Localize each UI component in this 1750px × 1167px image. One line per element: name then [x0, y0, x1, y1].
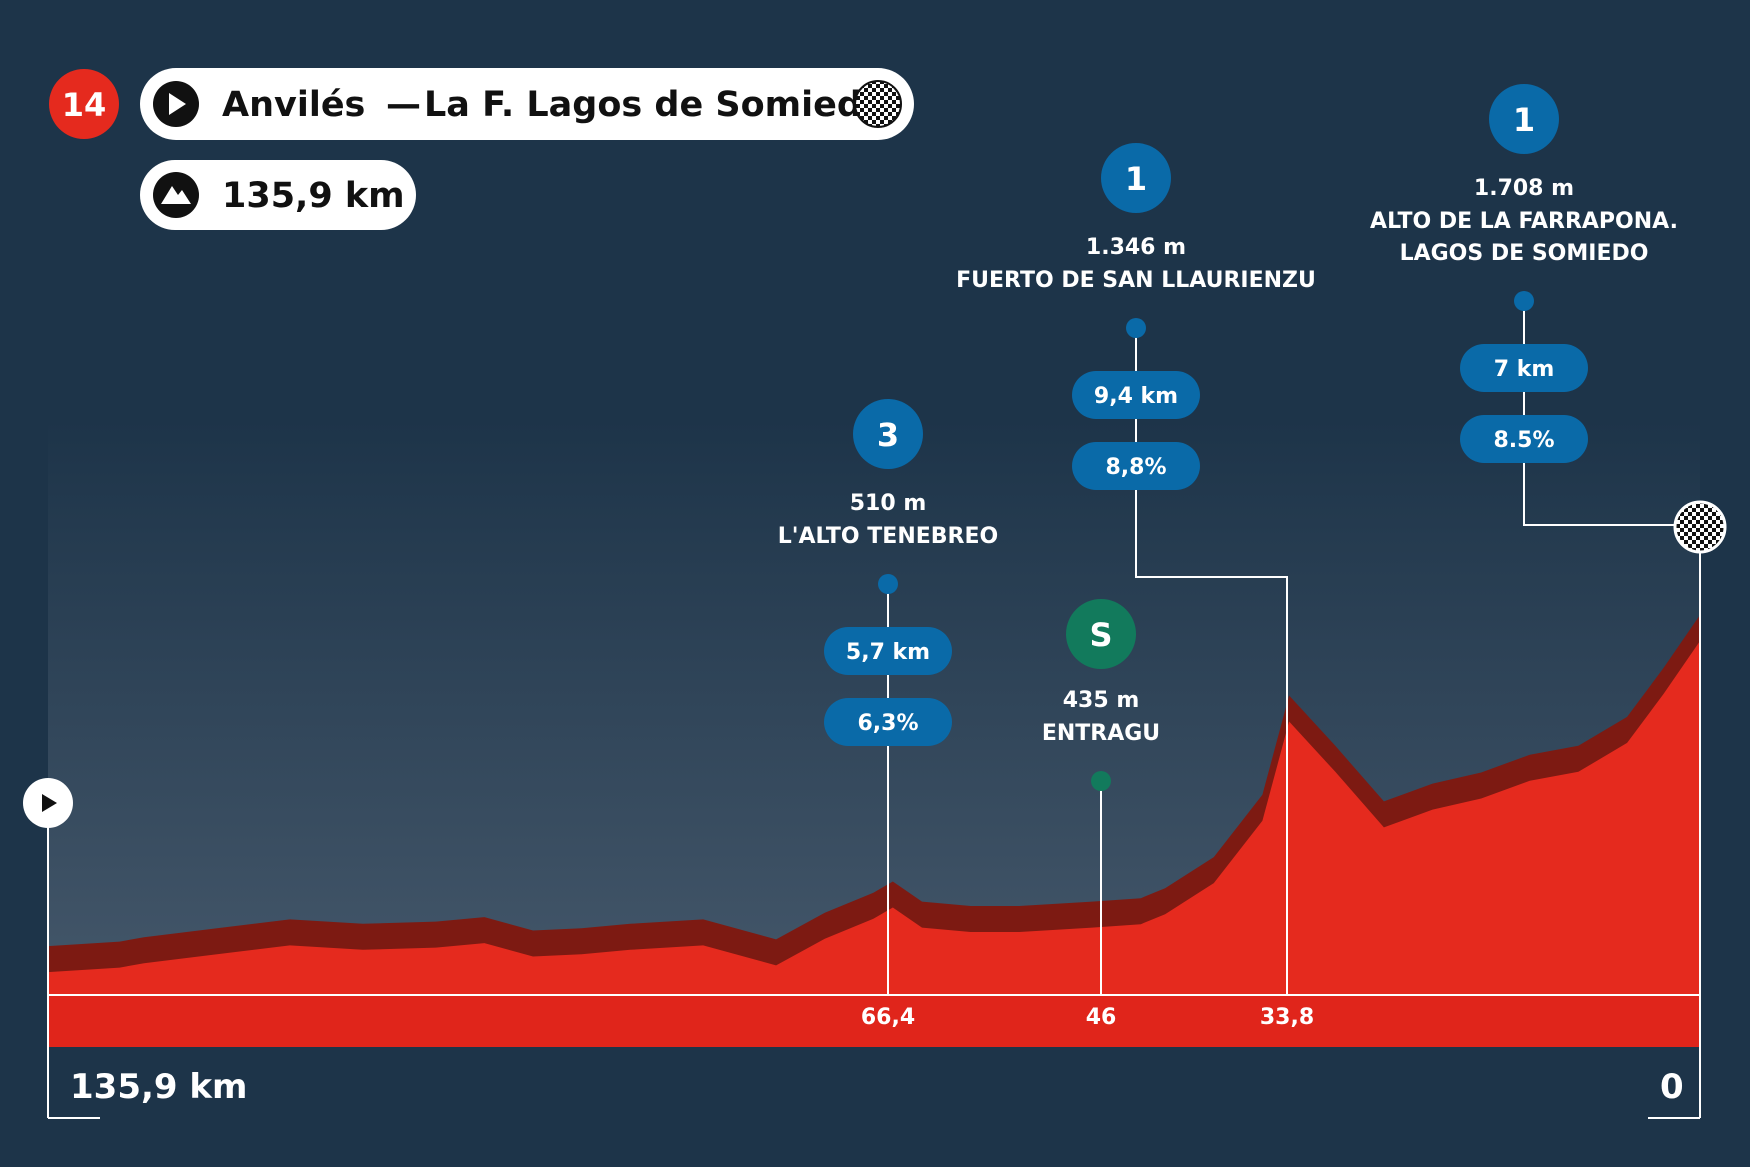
sprint-dot — [1091, 771, 1111, 791]
climb-gradient-pill — [824, 698, 952, 746]
climb-km-label: 33,8 — [1260, 1005, 1314, 1030]
finish-marker — [1673, 500, 1727, 554]
distance-band — [48, 995, 1700, 1047]
climb-km-label: 66,4 — [861, 1005, 915, 1030]
route-separator: — — [386, 85, 421, 125]
climb-marker-alto-tenebreo: 3 510 m L'ALTO TENEBREO 5,7 km 6,3% 66,4 — [778, 399, 998, 1030]
climb-name: L'ALTO TENEBREO — [778, 524, 998, 549]
sprint-name: ENTRAGU — [1042, 721, 1160, 746]
checkered-flag-icon — [1673, 500, 1727, 554]
mountain-icon — [153, 172, 199, 218]
climb-marker-farrapona: 1 1.708 m ALTO DE LA FARRAPONA. LAGOS DE… — [1370, 84, 1678, 526]
category-number: 1 — [1513, 101, 1535, 139]
climb-summit-dot — [1514, 291, 1534, 311]
sprint-km-label: 46 — [1086, 1005, 1117, 1030]
climb-name-line2: LAGOS DE SOMIEDO — [1400, 241, 1649, 266]
climb-length-pill — [824, 627, 952, 675]
distance-pill — [140, 160, 416, 230]
climb-gradient: 8.5% — [1493, 428, 1554, 453]
climb-marker-san-llaurienzu: 1 1.346 m FUERTO DE SAN LLAURIENZU 9,4 k… — [956, 143, 1316, 1030]
route-pill — [140, 68, 914, 140]
climb-length: 7 km — [1494, 357, 1555, 382]
start-marker — [23, 778, 73, 828]
sprint-marker-entragu: S 435 m ENTRAGU 46 — [1042, 599, 1160, 1030]
total-distance: 135,9 km — [222, 176, 405, 216]
climb-summit-dot — [1126, 318, 1146, 338]
stage-number: 14 — [62, 86, 107, 124]
climb-gradient-pill — [1072, 442, 1200, 490]
climb-length: 5,7 km — [846, 640, 930, 665]
sprint-category: S — [1089, 616, 1112, 654]
axis-start-label: 135,9 km — [70, 1067, 247, 1107]
climb-elevation: 510 m — [850, 491, 927, 516]
climb-name: ALTO DE LA FARRAPONA. — [1370, 209, 1678, 234]
climb-elevation: 1.708 m — [1474, 176, 1574, 201]
climb-gradient: 6,3% — [857, 711, 918, 736]
axis-end-label: 0 — [1660, 1067, 1684, 1107]
sprint-badge — [1066, 599, 1136, 669]
category-badge — [1489, 84, 1559, 154]
route-finish: La F. Lagos de Somiedo — [424, 85, 886, 125]
category-number: 1 — [1125, 160, 1147, 198]
climb-gradient-pill — [1460, 415, 1588, 463]
climb-summit-dot — [878, 574, 898, 594]
category-badge — [1101, 143, 1171, 213]
play-icon — [153, 81, 199, 127]
header: 14 Anvilés — La F. Lagos de Somiedo 135,… — [49, 68, 914, 230]
sprint-elevation: 435 m — [1063, 688, 1140, 713]
climb-length: 9,4 km — [1094, 384, 1178, 409]
climb-gradient: 8,8% — [1105, 455, 1166, 480]
climb-length-pill — [1072, 371, 1200, 419]
category-number: 3 — [877, 416, 899, 454]
category-badge — [853, 399, 923, 469]
climb-elevation: 1.346 m — [1086, 235, 1186, 260]
play-icon — [42, 794, 57, 812]
stage-number-badge — [49, 69, 119, 139]
checkered-flag-icon — [854, 80, 902, 128]
route-start: Anvilés — [222, 85, 365, 125]
climb-name: FUERTO DE SAN LLAURIENZU — [956, 268, 1316, 293]
climb-length-pill — [1460, 344, 1588, 392]
